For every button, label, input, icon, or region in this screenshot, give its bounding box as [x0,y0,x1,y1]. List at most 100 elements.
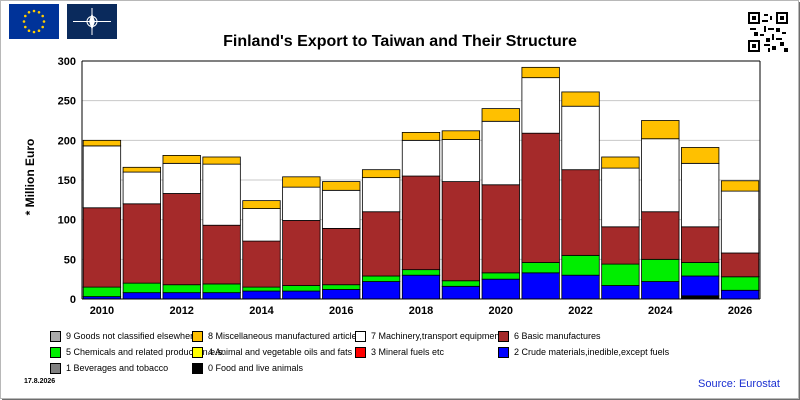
bar-segment-2026-6 [720,252,760,278]
bar-segment-2012-2 [162,292,201,300]
y-tick-label: 0 [70,294,76,306]
x-tick-label: 2022 [568,305,592,317]
y-tick-label: 100 [58,215,76,227]
legend-label: 5 Chemicals and related products,n.e.s. [66,347,225,357]
legend-label: 6 Basic manufactures [514,331,601,341]
bar-segment-2011-5 [122,282,161,294]
date-stamp: 17.8.2026 [24,378,56,385]
bar-segment-2022-7 [561,105,600,171]
bar-segment-2020-7 [481,120,520,186]
bar-segment-2026-7 [720,190,760,254]
x-tick-label: 2024 [648,305,673,317]
bar-segment-2020-2 [481,278,520,300]
bar-segment-2010-5 [82,286,122,298]
eu-flag-icon [9,4,59,39]
legend-swatch [192,363,203,374]
bar-segment-2015-5 [282,285,321,292]
bar-segment-2022-2 [561,274,600,300]
bar-segment-2025-2 [681,275,720,297]
bar-segment-2013-8 [202,156,241,165]
y-tick-label: 150 [58,175,76,187]
bar-segment-2019-5 [441,280,481,287]
legend-swatch [355,347,366,358]
nato-flag-icon [67,4,117,39]
bar-segment-2013-5 [202,283,241,294]
bar-segment-2023-8 [601,156,640,169]
legend-swatch [50,363,61,374]
bar-segment-2021-5 [521,262,560,274]
legend-label: 8 Miscellaneous manufactured articles [208,331,362,341]
bar-segment-2014-2 [242,290,281,300]
legend-swatch [498,331,509,342]
bar-segment-2016-2 [322,289,361,300]
bar-segment-2026-5 [720,276,760,291]
bar-segment-2024-7 [641,138,680,213]
bar-segment-2014-8 [242,200,281,209]
bar-segment-2012-8 [162,155,201,164]
bar-segment-2012-7 [162,162,201,194]
bar-segment-2017-8 [361,169,401,179]
legend-swatch [50,347,61,358]
bar-segment-2026-2 [720,289,760,300]
bar-segment-2024-8 [641,120,680,140]
legend-swatch [355,331,366,342]
bar-segment-2011-7 [122,171,161,205]
qr-code-icon [748,12,788,52]
bar-segment-2024-2 [641,281,680,300]
y-tick-label: 200 [58,135,76,147]
bar-segment-2013-2 [202,292,241,300]
legend-swatch [498,347,509,358]
bar-segment-2017-5 [361,275,401,282]
legend-label: 2 Crude materials,inedible,except fuels [514,347,670,357]
bar-segment-2019-8 [441,130,481,140]
legend-swatch [50,331,61,342]
bar-segment-2019-6 [441,181,481,282]
bar-segment-2025-8 [681,147,720,164]
bar-segment-2023-6 [601,226,640,265]
x-tick-label: 2026 [728,305,752,317]
legend-label: 7 Machinery,transport equipment [371,331,502,341]
bar-segment-2020-6 [481,184,520,274]
bar-segment-2012-6 [162,193,201,286]
x-tick-label: 2016 [329,305,353,317]
legend-swatch [192,331,203,342]
legend-label: 3 Mineral fuels etc [371,347,445,357]
bar-segment-2011-8 [122,166,161,173]
x-tick-label: 2020 [489,305,513,317]
bar-segment-2020-8 [481,108,520,122]
bar-segment-2010-8 [82,139,122,147]
bar-segment-2019-7 [441,139,481,182]
legend-label: 1 Beverages and tobacco [66,363,169,373]
bar-segment-2018-8 [401,131,441,141]
bar-segment-2015-7 [282,186,321,221]
bar-segment-2012-5 [162,284,201,294]
bar-segment-2016-5 [322,284,361,290]
bar-segment-2016-8 [322,181,361,191]
bar-segment-2021-7 [521,77,560,134]
bar-segment-2026-8 [720,180,760,192]
bar-segment-2014-7 [242,208,281,242]
bar-segment-2021-6 [521,132,560,263]
bar-segment-2024-5 [641,258,680,282]
bar-segment-2024-6 [641,211,680,260]
bar-segment-2015-2 [282,290,321,300]
bar-segment-2014-5 [242,286,281,292]
chart-title: Finland's Export to Taiwan and Their Str… [223,33,577,50]
bar-segment-2017-7 [361,177,401,213]
legend-swatch [192,347,203,358]
bar-segment-2016-6 [322,227,361,286]
y-tick-label: 300 [58,56,76,68]
bar-segment-2018-5 [401,269,441,276]
bar-segment-2015-8 [282,176,321,188]
bar-segment-2018-6 [401,175,441,271]
bar-segment-2018-7 [401,139,441,177]
bar-segment-2025-7 [681,162,720,228]
bar-segment-2025-6 [681,226,720,263]
bar-segment-2011-6 [122,203,161,284]
x-tick-label: 2018 [409,305,433,317]
x-tick-label: 2014 [249,305,274,317]
bar-segment-2018-2 [401,274,441,300]
y-tick-label: 250 [58,96,76,108]
bar-segment-2010-7 [82,145,122,209]
